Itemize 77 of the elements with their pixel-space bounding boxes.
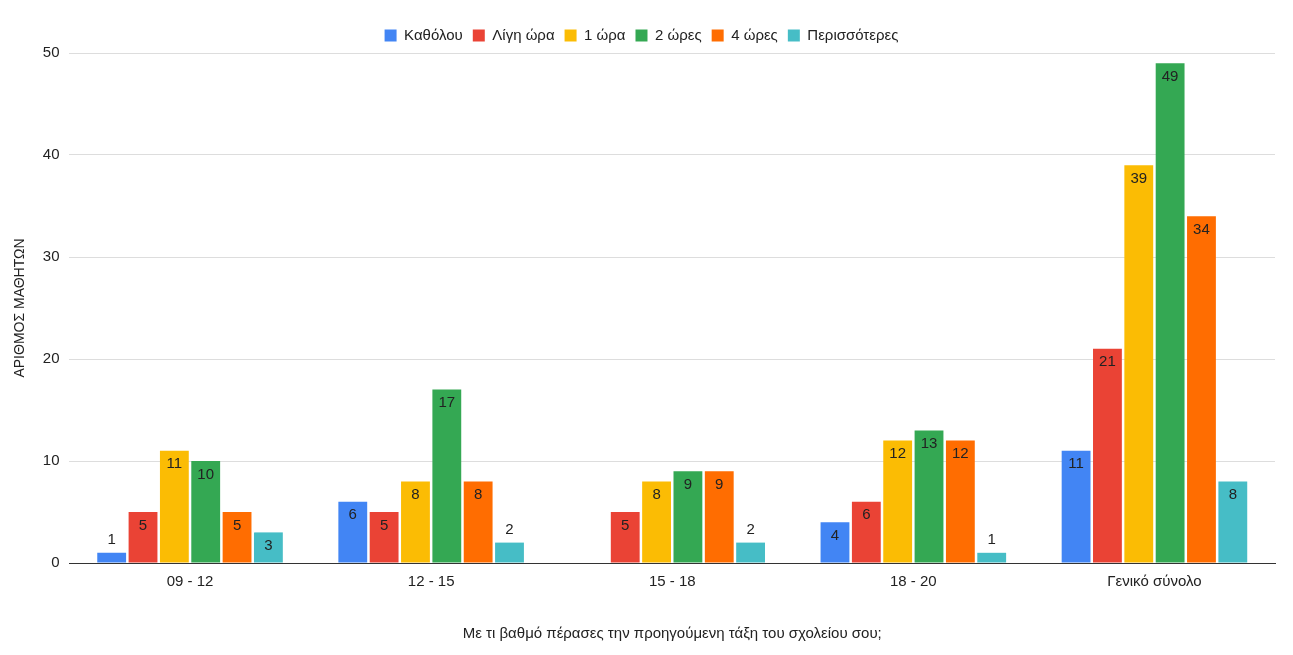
bar	[851, 501, 881, 563]
bar	[97, 552, 127, 563]
x-tick-label: Γενικό σύνολο	[1107, 572, 1202, 590]
y-tick-label: 50	[42, 43, 60, 61]
legend-label: 1 ώρα	[584, 25, 626, 43]
data-label: 8	[1228, 485, 1237, 503]
data-label: 1	[107, 530, 116, 548]
bar	[1061, 450, 1091, 563]
x-tick-label: 12 - 15	[407, 572, 455, 590]
bar	[977, 552, 1007, 563]
bar	[1093, 348, 1122, 563]
legend-label: 4 ώρες	[731, 25, 778, 43]
bar	[463, 481, 493, 563]
bar	[128, 512, 158, 563]
data-label: 12	[889, 444, 907, 462]
legend-label: Περισσότερες	[807, 25, 899, 43]
bar	[1187, 216, 1216, 563]
data-label: 5	[138, 515, 148, 533]
y-axis-title: ΑΡΙΘΜΟΣ ΜΑΘΗΤΩΝ	[11, 238, 28, 378]
data-label: 21	[1099, 352, 1116, 370]
data-label: 4	[830, 525, 840, 543]
data-label: 6	[862, 505, 871, 523]
bar	[159, 450, 189, 563]
bar	[369, 512, 399, 563]
bar	[1155, 63, 1185, 563]
x-tick-label: 09 - 12	[166, 572, 214, 590]
bar	[222, 512, 252, 563]
data-label: 8	[652, 485, 661, 503]
data-label: 13	[920, 434, 938, 452]
legend-label: 2 ώρες	[654, 25, 702, 43]
data-label: 1	[987, 530, 996, 548]
x-tick-label: 15 - 18	[648, 572, 696, 590]
y-tick-label: 40	[42, 145, 60, 163]
y-tick-label: 20	[42, 349, 60, 367]
data-label: 9	[715, 474, 724, 492]
data-label: 6	[348, 505, 357, 523]
data-label: 5	[232, 515, 242, 533]
data-label: 11	[1068, 454, 1084, 472]
y-tick-label: 10	[42, 451, 60, 469]
data-label: 2	[746, 520, 755, 538]
bar	[432, 389, 462, 563]
bar	[883, 440, 913, 563]
data-label: 9	[683, 474, 693, 492]
bar	[338, 501, 368, 563]
bar	[820, 522, 850, 563]
x-axis-title: Με τι βαθμό πέρασες την προηγούμενη τάξη του σχολείου σου;	[462, 624, 882, 642]
bar	[401, 481, 430, 563]
x-tick-label: 18 - 20	[889, 572, 937, 590]
bar	[704, 471, 734, 563]
data-label: 2	[505, 520, 514, 538]
data-label: 8	[411, 485, 420, 503]
bar	[642, 481, 671, 563]
data-label: 10	[197, 464, 215, 482]
data-label: 11	[166, 454, 183, 472]
data-label: 49	[1161, 66, 1179, 84]
bar	[191, 461, 221, 563]
bar	[495, 542, 524, 563]
data-label: 8	[473, 485, 483, 503]
bar	[610, 512, 640, 563]
data-label: 5	[621, 515, 630, 533]
y-tick-label: 30	[42, 247, 60, 265]
bar	[736, 542, 766, 563]
legend-label: Λίγη ώρα	[492, 25, 555, 43]
bar	[1124, 165, 1154, 563]
bar	[945, 440, 975, 563]
data-label: 34	[1193, 219, 1210, 237]
data-label: 3	[264, 536, 273, 554]
data-label: 5	[379, 515, 389, 533]
data-label: 12	[952, 444, 969, 462]
legend-label: Καθόλου	[404, 25, 463, 43]
bar	[673, 471, 703, 563]
bar	[914, 430, 944, 563]
bar	[253, 532, 283, 563]
bar	[1218, 481, 1248, 563]
data-label: 39	[1130, 168, 1148, 186]
y-tick-label: 0	[51, 553, 60, 571]
data-label: 17	[438, 393, 456, 411]
